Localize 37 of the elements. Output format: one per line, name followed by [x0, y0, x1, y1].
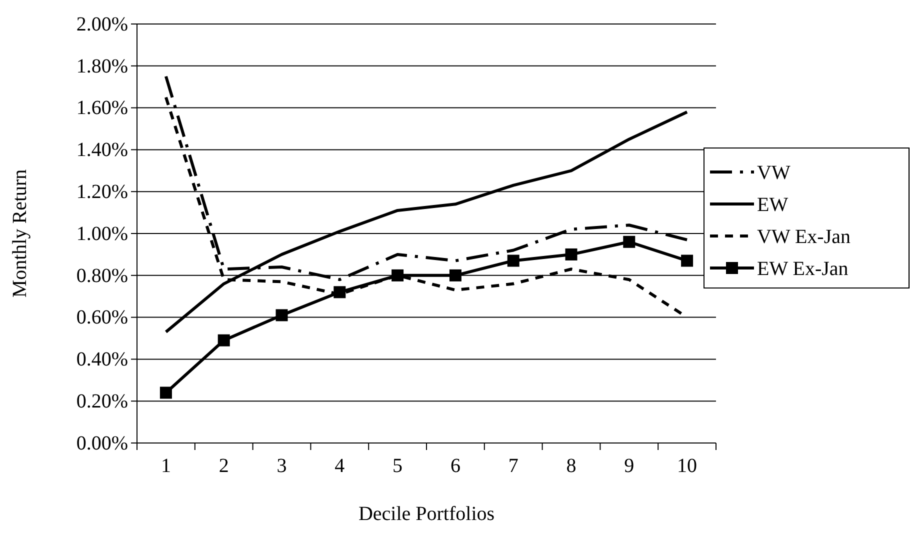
- legend-label: VW Ex-Jan: [757, 226, 850, 248]
- y-tick-label: 1.60%: [76, 97, 128, 120]
- y-tick-label: 1.00%: [76, 222, 128, 245]
- y-tick-label: 1.80%: [76, 55, 128, 78]
- y-tick-label: 0.80%: [76, 264, 128, 287]
- y-tick-label: 0.60%: [76, 306, 128, 329]
- x-tick-label: 2: [218, 455, 229, 477]
- x-tick-label: 6: [450, 455, 460, 477]
- y-axis-title: Monthly Return: [9, 169, 31, 298]
- point: [160, 386, 172, 399]
- x-tick-label: 7: [508, 455, 518, 477]
- x-tick-label: 8: [566, 455, 576, 477]
- legend-label: VW: [757, 162, 790, 184]
- point: [623, 236, 636, 248]
- y-tick-label: 1.20%: [76, 181, 128, 203]
- point: [392, 269, 404, 282]
- point: [449, 269, 462, 282]
- y-tick-label: 2.00%: [76, 13, 128, 36]
- x-tick-label: 10: [677, 455, 698, 477]
- x-axis-title: Decile Portfolios: [358, 503, 495, 525]
- legend-label: EW Ex-Jan: [757, 258, 848, 280]
- x-tick-label: 3: [276, 455, 287, 477]
- y-tick-label: 1.40%: [76, 139, 128, 162]
- point: [276, 309, 288, 322]
- point: [507, 254, 520, 267]
- y-tick-label: 0.40%: [76, 348, 128, 371]
- legend-label: EW: [757, 194, 788, 216]
- point: [334, 286, 346, 298]
- x-tick-label: 4: [334, 455, 345, 477]
- y-tick-label: 0.00%: [76, 432, 128, 454]
- y-tick-label: 0.20%: [76, 390, 128, 412]
- x-tick-label: 5: [392, 455, 403, 477]
- point: [218, 334, 230, 346]
- point: [565, 248, 578, 260]
- x-tick-label: 9: [624, 455, 634, 477]
- x-tick-label: 1: [160, 455, 171, 477]
- point: [681, 254, 694, 267]
